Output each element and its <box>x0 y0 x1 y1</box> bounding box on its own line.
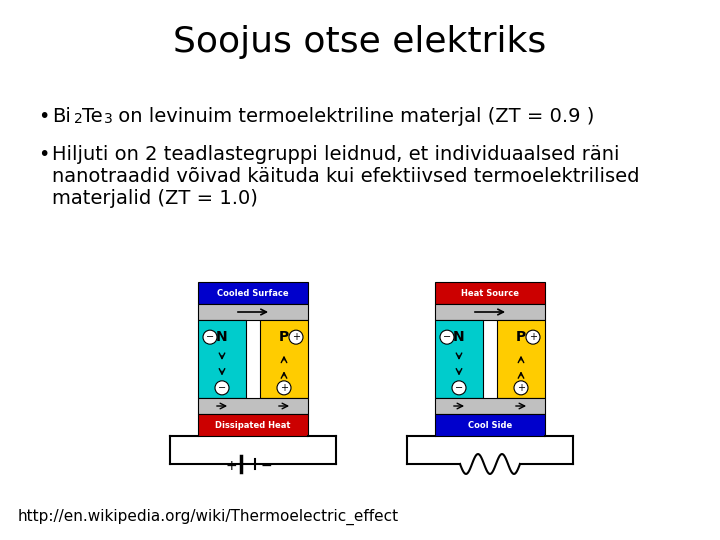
Bar <box>435 282 545 304</box>
Circle shape <box>215 381 229 395</box>
Text: 2: 2 <box>74 112 83 126</box>
Text: •: • <box>38 107 50 126</box>
Text: N: N <box>216 330 228 344</box>
Text: materjalid (ZT = 1.0): materjalid (ZT = 1.0) <box>52 189 258 208</box>
Bar <box>260 320 308 398</box>
Text: Dissipated Heat: Dissipated Heat <box>215 421 291 429</box>
Text: •: • <box>38 145 50 164</box>
Text: +: + <box>517 383 525 393</box>
Text: −: − <box>206 332 214 342</box>
Circle shape <box>289 330 303 344</box>
Bar <box>198 304 308 320</box>
Text: Soojus otse elektriks: Soojus otse elektriks <box>174 25 546 59</box>
Text: nanotraadid võivad käituda kui efektiivsed termoelektrilised: nanotraadid võivad käituda kui efektiivs… <box>52 167 639 186</box>
Text: Te: Te <box>82 107 103 126</box>
Bar <box>435 320 483 398</box>
Text: Heat Source: Heat Source <box>461 288 519 298</box>
Circle shape <box>203 330 217 344</box>
Circle shape <box>440 330 454 344</box>
Text: on levinuim termoelektriline materjal (ZT = 0.9 ): on levinuim termoelektriline materjal (Z… <box>112 107 595 126</box>
Text: http://en.wikipedia.org/wiki/Thermoelectric_effect: http://en.wikipedia.org/wiki/Thermoelect… <box>18 509 399 525</box>
Text: +: + <box>225 459 237 473</box>
Bar <box>435 304 545 320</box>
Bar <box>435 398 545 414</box>
Text: −: − <box>443 332 451 342</box>
Text: Hiljuti on 2 teadlastegruppi leidnud, et individuaalsed räni: Hiljuti on 2 teadlastegruppi leidnud, et… <box>52 145 619 164</box>
Bar <box>198 414 308 436</box>
Text: P: P <box>516 330 526 344</box>
Bar <box>497 320 545 398</box>
Circle shape <box>514 381 528 395</box>
Text: N: N <box>453 330 465 344</box>
Text: P: P <box>279 330 289 344</box>
Bar <box>198 320 246 398</box>
Text: +: + <box>292 332 300 342</box>
Circle shape <box>526 330 540 344</box>
Bar <box>435 414 545 436</box>
Bar <box>198 398 308 414</box>
Text: +: + <box>280 383 288 393</box>
Text: 3: 3 <box>104 112 113 126</box>
Text: −: − <box>260 459 272 473</box>
Circle shape <box>452 381 466 395</box>
Text: Cool Side: Cool Side <box>468 421 512 429</box>
Text: Bi: Bi <box>52 107 71 126</box>
Text: Cooled Surface: Cooled Surface <box>217 288 289 298</box>
Circle shape <box>277 381 291 395</box>
Text: +: + <box>529 332 537 342</box>
Text: −: − <box>218 383 226 393</box>
Text: −: − <box>455 383 463 393</box>
Bar <box>198 282 308 304</box>
